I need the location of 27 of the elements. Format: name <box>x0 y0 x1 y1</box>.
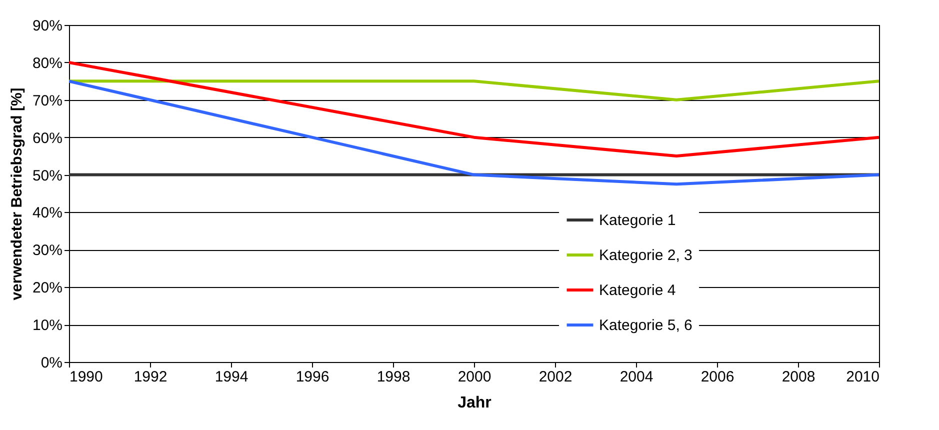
y-tick-label: 70% <box>32 92 62 110</box>
x-tick-label: 1990 <box>70 368 103 386</box>
x-tick-label: 2004 <box>620 368 654 386</box>
y-tick-label: 0% <box>40 354 62 372</box>
y-axis-title: verwendeter Betriebsgrad [%] <box>8 88 26 300</box>
y-tick-label: 60% <box>32 130 62 147</box>
x-tick-label: 2006 <box>700 368 734 386</box>
y-tick-label: 10% <box>32 317 62 334</box>
y-tick-label: 50% <box>32 167 62 184</box>
x-tick-label: 1994 <box>214 368 248 386</box>
legend-label: Kategorie 2, 3 <box>599 247 692 264</box>
x-tick-label: 1992 <box>134 368 168 386</box>
y-tick-label: 40% <box>32 204 62 222</box>
legend-label: Kategorie 1 <box>599 212 676 229</box>
y-tick-label: 20% <box>32 280 62 297</box>
x-tick-label: 1998 <box>376 368 410 386</box>
x-tick-label: 2010 <box>846 368 880 386</box>
y-tick-label: 90% <box>32 18 62 34</box>
x-tick-label: 2008 <box>782 368 816 386</box>
y-tick-label: 80% <box>32 54 62 72</box>
x-tick-label: 1996 <box>296 368 330 386</box>
x-tick-label: 2002 <box>538 368 572 386</box>
x-axis-title: Jahr <box>458 394 492 412</box>
y-tick-label: 30% <box>32 242 62 260</box>
legend-label: Kategorie 5, 6 <box>599 317 692 334</box>
legend-label: Kategorie 4 <box>599 282 676 299</box>
x-tick-label: 2000 <box>458 368 492 386</box>
